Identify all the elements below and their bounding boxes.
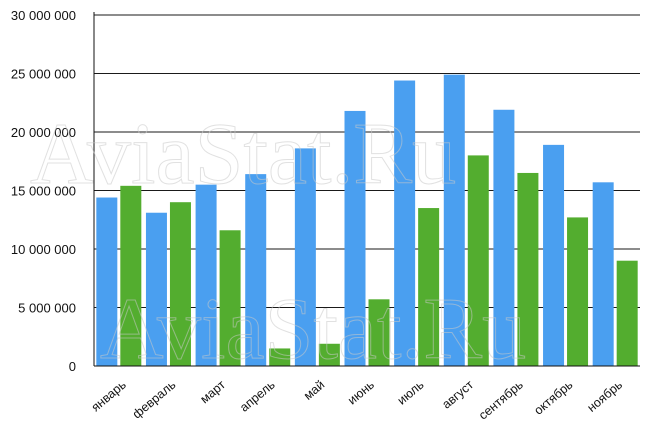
bar-2-4 xyxy=(269,348,291,366)
watermark: AviaStat.Ru AviaStat.Ru xyxy=(30,106,527,379)
x-tick-label: июль xyxy=(395,378,427,408)
axes xyxy=(93,12,640,367)
x-tick-label: январь xyxy=(89,378,129,415)
y-tick-label: 20 000 000 xyxy=(11,125,76,140)
bar-2-8 xyxy=(467,155,489,366)
y-tick-label: 30 000 000 xyxy=(11,8,76,23)
bar-2-9 xyxy=(517,172,539,366)
bar-2-5 xyxy=(318,343,340,366)
bar-1-8 xyxy=(443,74,465,367)
bar-1-7 xyxy=(394,80,416,367)
y-tick-label: 5 000 000 xyxy=(18,301,76,316)
x-tick-label: октябрь xyxy=(531,378,575,418)
x-tick-label: февраль xyxy=(130,378,179,422)
y-tick-label: 0 xyxy=(69,359,76,374)
bar-2-10 xyxy=(567,217,589,366)
y-tick-label: 25 000 000 xyxy=(11,67,76,82)
bar-2-11 xyxy=(616,260,638,366)
watermark-bottom: AviaStat.Ru xyxy=(100,281,526,378)
x-tick-label: март xyxy=(198,377,229,406)
y-tick-label: 15 000 000 xyxy=(11,184,76,199)
bar-1-1 xyxy=(96,197,118,366)
bars xyxy=(96,74,638,367)
x-tick-label: ноябрь xyxy=(585,378,626,415)
bar-2-1 xyxy=(120,185,142,366)
bar-1-11 xyxy=(592,182,614,366)
bar-1-6 xyxy=(344,110,366,366)
x-tick-label: апрель xyxy=(237,378,277,415)
x-tick-label: сентябрь xyxy=(476,378,526,423)
bar-2-7 xyxy=(418,208,440,366)
bar-2-6 xyxy=(368,299,390,366)
y-tick-label: 10 000 000 xyxy=(11,242,76,257)
watermark-top: AviaStat.Ru xyxy=(30,106,456,203)
bar-1-2 xyxy=(145,212,167,366)
x-tick-label: май xyxy=(301,378,327,403)
bar-1-10 xyxy=(543,144,565,366)
bar-1-9 xyxy=(493,109,515,367)
bar-2-2 xyxy=(169,202,191,366)
x-tick-label: август xyxy=(439,377,476,411)
bar-1-4 xyxy=(245,174,267,366)
bar-1-3 xyxy=(195,184,217,366)
x-tick-label: июнь xyxy=(345,378,377,408)
bar-1-5 xyxy=(294,148,316,366)
bar-2-3 xyxy=(219,230,241,366)
